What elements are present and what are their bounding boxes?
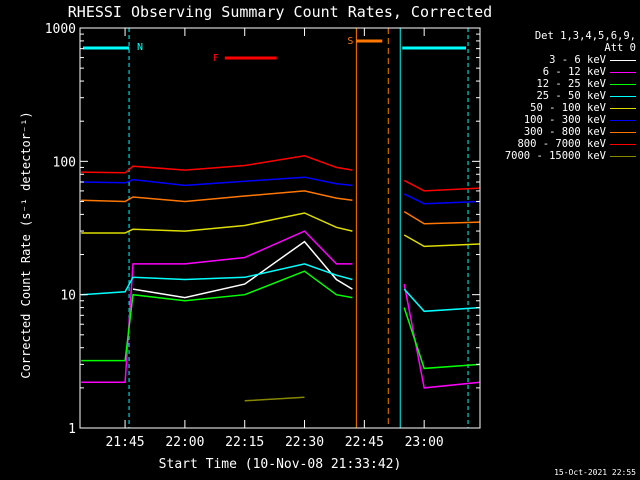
legend-item: 800 - 7000 keV — [478, 138, 636, 150]
chart-title: RHESSI Observing Summary Count Rates, Co… — [68, 3, 492, 21]
legend-swatch — [610, 95, 636, 97]
legend-swatch — [610, 155, 636, 157]
plot-area: N F S 1 10 100 1000 21:45 22:00 22:15 22:30 22:45 23… — [45, 22, 481, 450]
legend-label: 300 - 800 keV — [523, 126, 606, 138]
legend-swatch — [610, 143, 636, 145]
x-tick-label: 22:45 — [345, 435, 384, 450]
series-line — [244, 396, 305, 402]
series-line — [81, 270, 481, 370]
legend-header-attenuator: Att 0 — [604, 42, 636, 54]
plot-frame — [79, 27, 481, 429]
legend-item: 6 - 12 keV — [478, 66, 636, 78]
generated-timestamp: 15-Oct-2021 22:55 — [554, 468, 636, 477]
legend-item: 3 - 6 keV — [478, 54, 636, 66]
y-tick-label: 1 — [68, 422, 76, 437]
legend-swatch — [610, 119, 636, 121]
series-line — [81, 176, 481, 205]
x-axis-label: Start Time (10-Nov-08 21:33:42) — [159, 457, 402, 472]
x-tick-label: 21:45 — [105, 435, 144, 450]
legend-swatch — [610, 83, 636, 85]
legend-header-detectors: Det 1,3,4,5,6,9, — [534, 30, 636, 42]
legend-label: 50 - 100 keV — [530, 102, 606, 114]
x-tick-label: 22:15 — [225, 435, 264, 450]
legend-swatch — [610, 131, 636, 133]
series-line — [81, 263, 481, 313]
legend-label: 3 - 6 keV — [549, 54, 606, 66]
legend-label: 25 - 50 keV — [536, 90, 606, 102]
legend-item: 7000 - 15000 keV — [478, 150, 636, 162]
legend: Det 1,3,4,5,6,9, Att 0 3 - 6 keV 6 - 12 … — [478, 30, 636, 162]
annotation-label: S — [347, 36, 353, 47]
legend-label: 6 - 12 keV — [542, 66, 606, 78]
annotation-label: N — [137, 42, 143, 53]
legend-items: 3 - 6 keV 6 - 12 keV 12 - 25 keV 25 - 50… — [478, 54, 636, 162]
x-tick-label: 23:00 — [405, 435, 444, 450]
series-line — [81, 190, 481, 225]
legend-item: 100 - 300 keV — [478, 114, 636, 126]
legend-swatch — [610, 59, 636, 61]
y-axis-label: Corrected Count Rate (s⁻¹ detector⁻¹) — [19, 111, 33, 378]
x-tick-label: 22:30 — [285, 435, 324, 450]
legend-label: 800 - 7000 keV — [517, 138, 606, 150]
legend-item: 12 - 25 keV — [478, 78, 636, 90]
y-tick-label: 10 — [60, 289, 76, 304]
y-tick-label: 100 — [53, 155, 76, 170]
legend-item: 300 - 800 keV — [478, 126, 636, 138]
x-tick-label: 22:00 — [165, 435, 204, 450]
legend-label: 100 - 300 keV — [523, 114, 606, 126]
series-line — [81, 212, 481, 248]
series-line — [81, 230, 481, 389]
legend-label: 7000 - 15000 keV — [504, 150, 606, 162]
annotation-label: F — [213, 53, 219, 64]
series-line — [81, 155, 481, 192]
legend-swatch — [610, 107, 636, 109]
legend-swatch — [610, 71, 636, 73]
legend-item: 25 - 50 keV — [478, 90, 636, 102]
y-tick-label: 1000 — [45, 22, 76, 37]
legend-item: 50 - 100 keV — [478, 102, 636, 114]
legend-label: 12 - 25 keV — [536, 78, 606, 90]
